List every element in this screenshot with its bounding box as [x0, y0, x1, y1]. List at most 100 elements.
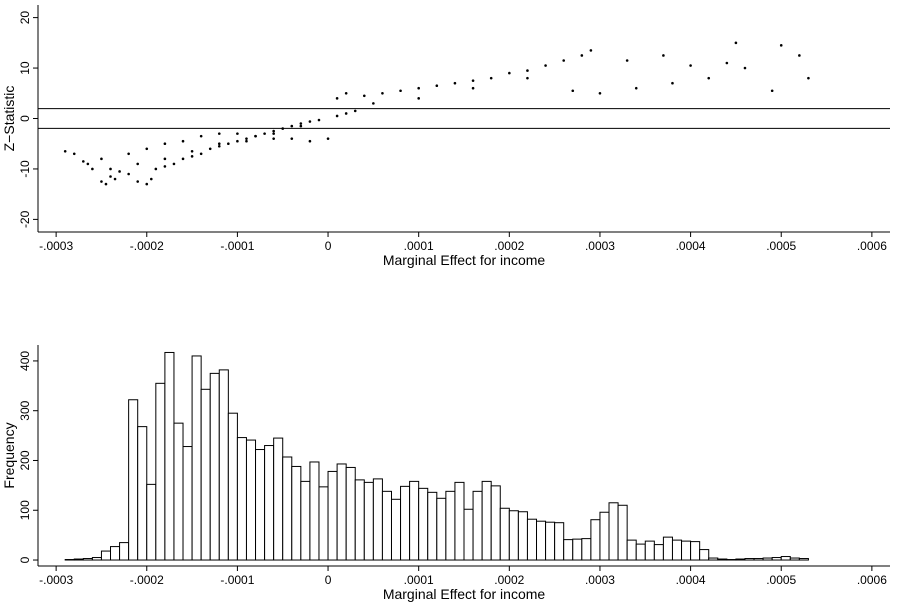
- bar: [282, 456, 293, 561]
- x-tick-label: .0001: [404, 573, 434, 587]
- point: [290, 124, 294, 128]
- bar: [300, 480, 311, 561]
- point: [335, 114, 339, 118]
- bar: [681, 540, 692, 561]
- x-tick-label: -.0003: [39, 239, 73, 253]
- y-tick-label: 0: [18, 115, 32, 122]
- point: [136, 180, 140, 183]
- bar: [318, 486, 329, 561]
- point: [562, 59, 566, 62]
- point: [580, 54, 584, 57]
- point: [227, 142, 230, 146]
- bar: [789, 557, 800, 561]
- bar: [780, 556, 791, 561]
- point: [217, 132, 221, 135]
- point: [63, 149, 67, 153]
- bar: [155, 382, 166, 561]
- bar: [445, 490, 456, 561]
- x-axis-title: Marginal Effect for income: [383, 252, 546, 268]
- point: [172, 162, 176, 166]
- point: [571, 89, 575, 93]
- point: [671, 81, 674, 85]
- bar: [418, 487, 429, 561]
- bar: [218, 369, 229, 561]
- point: [181, 139, 185, 143]
- bar: [536, 520, 547, 561]
- point: [308, 139, 312, 143]
- point: [154, 167, 158, 171]
- bar: [662, 536, 673, 561]
- point: [308, 120, 312, 123]
- point: [127, 152, 130, 156]
- bar: [708, 557, 719, 561]
- bar: [309, 461, 320, 561]
- bar: [100, 550, 112, 561]
- point: [236, 132, 239, 135]
- x-tick-label: -.0002: [130, 239, 164, 253]
- point: [181, 157, 185, 161]
- bar: [590, 519, 601, 561]
- point: [109, 167, 112, 171]
- point: [163, 157, 167, 161]
- bar: [517, 511, 528, 561]
- point: [453, 81, 457, 85]
- x-tick-label: .0004: [676, 573, 706, 587]
- bar: [409, 480, 420, 561]
- bar: [436, 497, 447, 561]
- point: [362, 94, 366, 98]
- bar: [200, 388, 211, 561]
- bar: [327, 470, 338, 561]
- x-tick-label: 0: [325, 239, 332, 253]
- point: [199, 134, 203, 138]
- point: [245, 139, 248, 143]
- bar: [164, 351, 175, 561]
- x-tick-label: .0001: [404, 239, 434, 253]
- point: [100, 180, 103, 183]
- point: [254, 134, 257, 138]
- point: [372, 102, 375, 105]
- point: [263, 132, 266, 135]
- bar: [137, 426, 148, 561]
- point: [471, 86, 475, 90]
- bar: [490, 485, 501, 561]
- point: [707, 76, 711, 80]
- bar: [336, 463, 347, 561]
- x-tick-label: .0004: [676, 239, 706, 253]
- point: [217, 144, 221, 148]
- point: [589, 49, 593, 52]
- bar: [563, 539, 574, 561]
- y-tick-label: 0: [18, 556, 32, 563]
- bar: [554, 522, 565, 561]
- y-tick-label: 300: [18, 400, 32, 420]
- point: [272, 132, 275, 135]
- bar: [345, 466, 356, 561]
- x-tick-label: .0005: [766, 239, 796, 253]
- x-tick-label: .0006: [857, 239, 887, 253]
- point: [281, 127, 285, 130]
- bar: [798, 558, 809, 561]
- point: [779, 44, 783, 47]
- bar: [82, 558, 93, 561]
- point: [190, 155, 194, 158]
- bar: [653, 544, 664, 561]
- bar: [699, 549, 710, 561]
- bar: [481, 480, 492, 561]
- y-axis-title: Z−Statistic: [1, 86, 17, 152]
- point: [807, 76, 810, 80]
- y-tick-label: 100: [18, 500, 32, 520]
- point: [743, 66, 747, 70]
- point: [317, 118, 321, 122]
- bar: [291, 465, 302, 561]
- point: [91, 167, 94, 171]
- bar: [119, 542, 130, 561]
- bar: [146, 483, 157, 561]
- bar: [599, 511, 610, 561]
- y-tick-label: 400: [18, 351, 32, 371]
- point: [417, 97, 420, 100]
- point: [113, 177, 117, 181]
- x-tick-label: -.0001: [220, 239, 254, 253]
- bar: [227, 412, 238, 561]
- bar: [762, 557, 773, 561]
- bar: [381, 490, 392, 561]
- point: [689, 64, 692, 67]
